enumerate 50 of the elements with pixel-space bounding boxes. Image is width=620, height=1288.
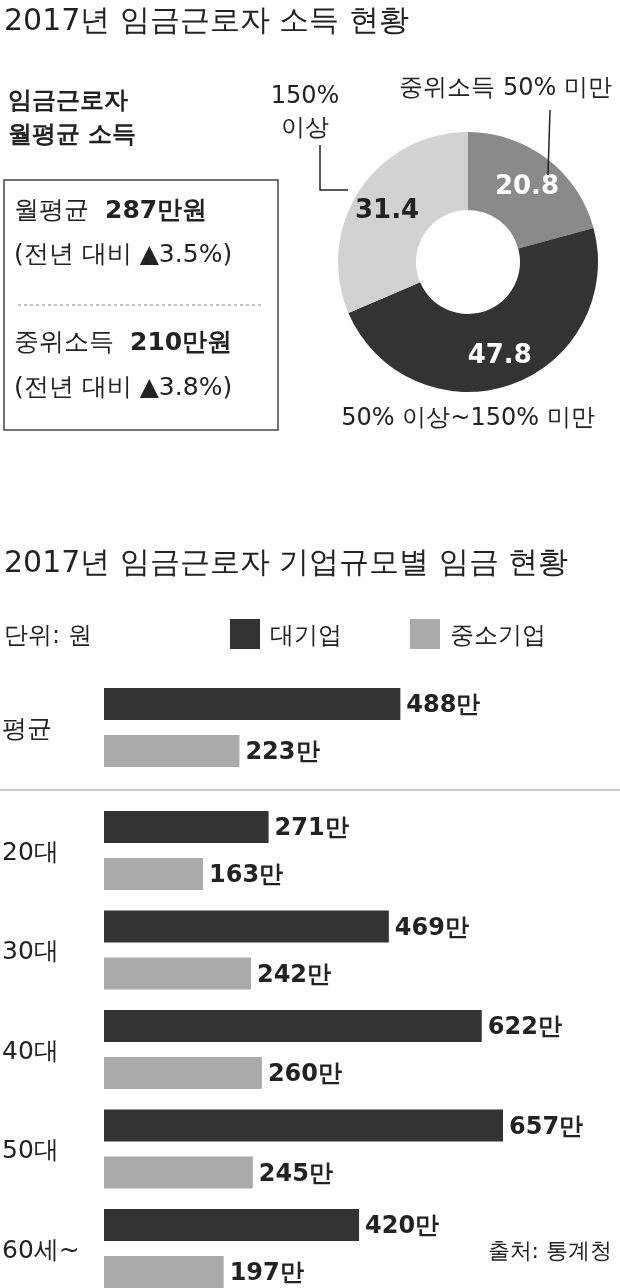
text: 중위소득	[14, 327, 114, 356]
y-tick-label: 30대	[2, 936, 59, 966]
data-label: 657만	[509, 1111, 584, 1140]
bar	[104, 910, 389, 943]
data-label: 622만	[487, 1012, 562, 1041]
y-tick-label: 40대	[2, 1035, 59, 1065]
text: 287만원	[105, 195, 208, 224]
donut-slice	[468, 132, 594, 249]
y-tick-label: 평균	[2, 713, 52, 743]
data-label: 245만	[258, 1158, 333, 1187]
slice-label: 50% 이상~150% 미만	[341, 403, 595, 431]
data-label: 488만	[406, 690, 481, 719]
data-label: 31.4	[355, 193, 420, 224]
data-label: 197만	[229, 1258, 304, 1287]
bar	[104, 1256, 224, 1288]
donut-slice	[348, 228, 598, 392]
bar	[104, 957, 251, 990]
y-tick-label: 60세~	[2, 1234, 80, 1264]
text: 210만원	[130, 327, 233, 356]
text: 임금근로자 월평균 소득	[8, 86, 137, 148]
data-label: 260만	[267, 1059, 343, 1088]
text: 단위: 원	[4, 621, 92, 649]
data-label: 420만	[365, 1211, 440, 1240]
text: (전년 대비 ▲3.8%)	[14, 372, 233, 401]
y-tick-label: 50대	[2, 1135, 59, 1165]
data-label: 469만	[394, 912, 469, 941]
data-label: 163만	[208, 860, 284, 889]
annotation: 출처: 통계청	[487, 1238, 612, 1263]
bar	[104, 1209, 360, 1241]
bar	[104, 1010, 482, 1042]
data-label: 271만	[274, 813, 349, 842]
chart-title: 2017년 임금근로자 기업규모별 임금 현황	[4, 544, 569, 579]
legend-label: 대기업	[270, 621, 342, 649]
y-tick-label: 20대	[2, 836, 59, 866]
bar	[104, 858, 203, 890]
slice-label: 중위소득 50% 미만	[399, 73, 612, 101]
data-label: 20.8	[494, 170, 560, 201]
text: (전년 대비 ▲3.5%)	[14, 239, 233, 268]
bar	[104, 811, 269, 843]
data-label: 242만	[256, 959, 332, 988]
legend-label: 중소기업	[450, 621, 546, 649]
bar	[104, 1109, 503, 1142]
bar	[104, 1057, 262, 1089]
bar	[104, 1156, 253, 1189]
donut-slice	[338, 132, 468, 313]
text: 월평균	[14, 195, 89, 224]
slice-label: 150% 이상	[270, 81, 340, 141]
data-label: 47.8	[467, 338, 532, 369]
chart-title: 2017년 임금근로자 소득 현황	[4, 2, 409, 37]
data-label: 223만	[245, 737, 320, 766]
